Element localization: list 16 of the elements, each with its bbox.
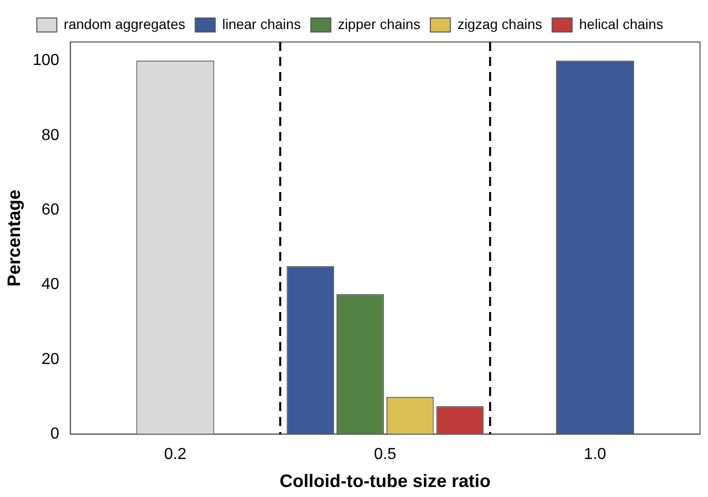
y-tick-label: 80	[42, 126, 60, 144]
y-tick-label: 100	[32, 52, 60, 70]
y-tick-label: 20	[42, 350, 60, 368]
y-tick-label: 60	[42, 201, 60, 218]
legend-label: linear chains	[222, 16, 301, 32]
x-axis-title: Colloid-to-tube size ratio	[280, 471, 491, 492]
legend-label: zigzag chains	[457, 16, 542, 32]
legend-label: helical chains	[579, 16, 664, 32]
legend-label: random aggregates	[64, 16, 186, 32]
y-axis-title: Percentage	[4, 190, 24, 287]
legend-label: zipper chains	[338, 16, 420, 32]
x-tick-label: 0.5	[374, 446, 396, 464]
y-tick-label: 40	[42, 276, 60, 294]
x-tick-label: 1.0	[584, 446, 606, 464]
x-tick-label: 0.2	[164, 446, 186, 464]
y-tick-label: 0	[50, 426, 60, 443]
